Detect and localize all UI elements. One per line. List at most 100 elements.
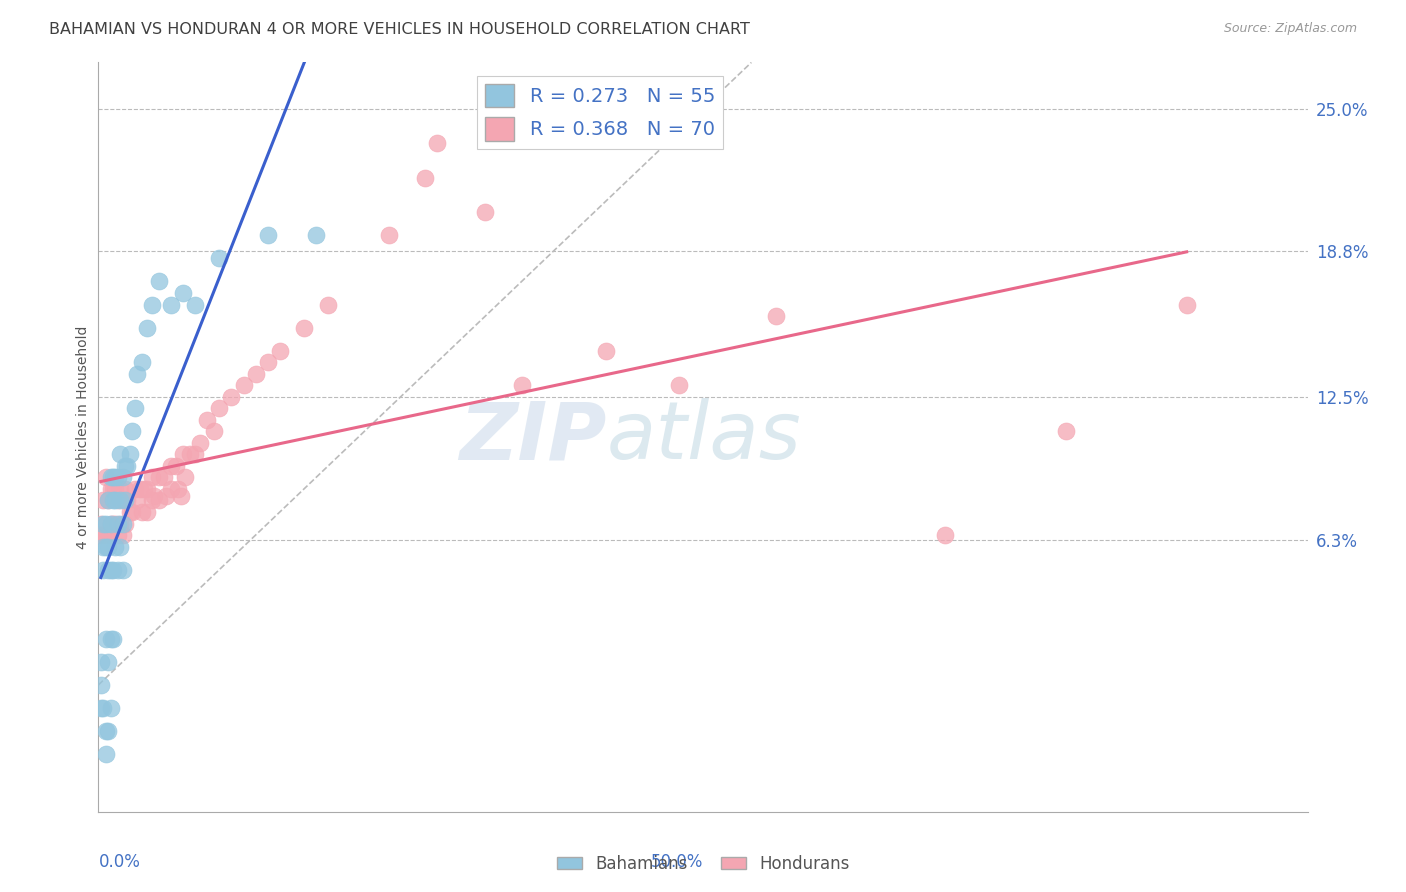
Legend: R = 0.273   N = 55, R = 0.368   N = 70: R = 0.273 N = 55, R = 0.368 N = 70: [478, 76, 723, 149]
Point: [169, 489, 191, 503]
Point: [124, 401, 146, 416]
Point: [121, 505, 143, 519]
Point: [221, 390, 243, 404]
Point: [256, 355, 278, 369]
Point: [377, 228, 399, 243]
Point: [128, 482, 150, 496]
Text: 50.0%: 50.0%: [651, 854, 703, 871]
Point: [195, 413, 218, 427]
Point: [188, 435, 211, 450]
Point: [104, 482, 127, 496]
Point: [426, 136, 449, 150]
Point: [131, 355, 153, 369]
Point: [101, 470, 124, 484]
Point: [117, 458, 139, 473]
Point: [510, 378, 533, 392]
Point: [100, 701, 122, 715]
Point: [316, 297, 339, 311]
Point: [94, 528, 117, 542]
Point: [595, 343, 617, 358]
Point: [179, 447, 201, 461]
Point: [155, 489, 177, 503]
Point: [104, 540, 127, 554]
Point: [91, 563, 114, 577]
Point: [97, 563, 120, 577]
Text: 0.0%: 0.0%: [98, 854, 141, 871]
Point: [167, 482, 190, 496]
Point: [172, 285, 194, 300]
Point: [141, 297, 163, 311]
Point: [114, 482, 136, 496]
Point: [135, 320, 157, 334]
Point: [111, 563, 134, 577]
Point: [1175, 297, 1198, 311]
Point: [91, 701, 114, 715]
Point: [104, 493, 127, 508]
Point: [292, 320, 315, 334]
Point: [111, 516, 134, 531]
Point: [91, 493, 114, 508]
Point: [204, 425, 226, 439]
Point: [108, 540, 131, 554]
Point: [269, 343, 291, 358]
Point: [111, 528, 134, 542]
Point: [91, 528, 114, 542]
Point: [101, 516, 124, 531]
Point: [152, 470, 174, 484]
Point: [100, 516, 122, 531]
Point: [160, 482, 183, 496]
Text: Source: ZipAtlas.com: Source: ZipAtlas.com: [1223, 22, 1357, 36]
Point: [108, 447, 131, 461]
Point: [160, 297, 183, 311]
Point: [114, 493, 136, 508]
Point: [165, 458, 187, 473]
Point: [135, 482, 157, 496]
Point: [413, 170, 436, 185]
Point: [91, 540, 114, 554]
Point: [94, 632, 117, 646]
Point: [111, 470, 134, 484]
Point: [148, 493, 170, 508]
Point: [184, 447, 207, 461]
Point: [232, 378, 254, 392]
Point: [100, 470, 122, 484]
Point: [91, 516, 114, 531]
Point: [114, 516, 136, 531]
Point: [121, 425, 143, 439]
Point: [127, 367, 149, 381]
Point: [100, 482, 122, 496]
Point: [131, 505, 153, 519]
Point: [107, 516, 129, 531]
Point: [108, 482, 131, 496]
Point: [1054, 425, 1077, 439]
Point: [101, 482, 124, 496]
Point: [305, 228, 328, 243]
Point: [256, 228, 278, 243]
Point: [108, 516, 131, 531]
Point: [245, 367, 267, 381]
Point: [104, 470, 127, 484]
Point: [668, 378, 690, 392]
Point: [111, 493, 134, 508]
Point: [148, 275, 170, 289]
Point: [97, 528, 120, 542]
Point: [100, 516, 122, 531]
Point: [107, 470, 129, 484]
Point: [117, 493, 139, 508]
Point: [118, 505, 141, 519]
Point: [97, 540, 120, 554]
Point: [160, 458, 183, 473]
Point: [172, 447, 194, 461]
Point: [174, 470, 197, 484]
Point: [135, 505, 157, 519]
Point: [97, 493, 120, 508]
Point: [127, 493, 149, 508]
Point: [100, 563, 122, 577]
Point: [101, 632, 124, 646]
Point: [141, 470, 163, 484]
Text: BAHAMIAN VS HONDURAN 4 OR MORE VEHICLES IN HOUSEHOLD CORRELATION CHART: BAHAMIAN VS HONDURAN 4 OR MORE VEHICLES …: [49, 22, 749, 37]
Point: [97, 655, 120, 669]
Point: [90, 678, 112, 692]
Point: [134, 482, 156, 496]
Point: [94, 516, 117, 531]
